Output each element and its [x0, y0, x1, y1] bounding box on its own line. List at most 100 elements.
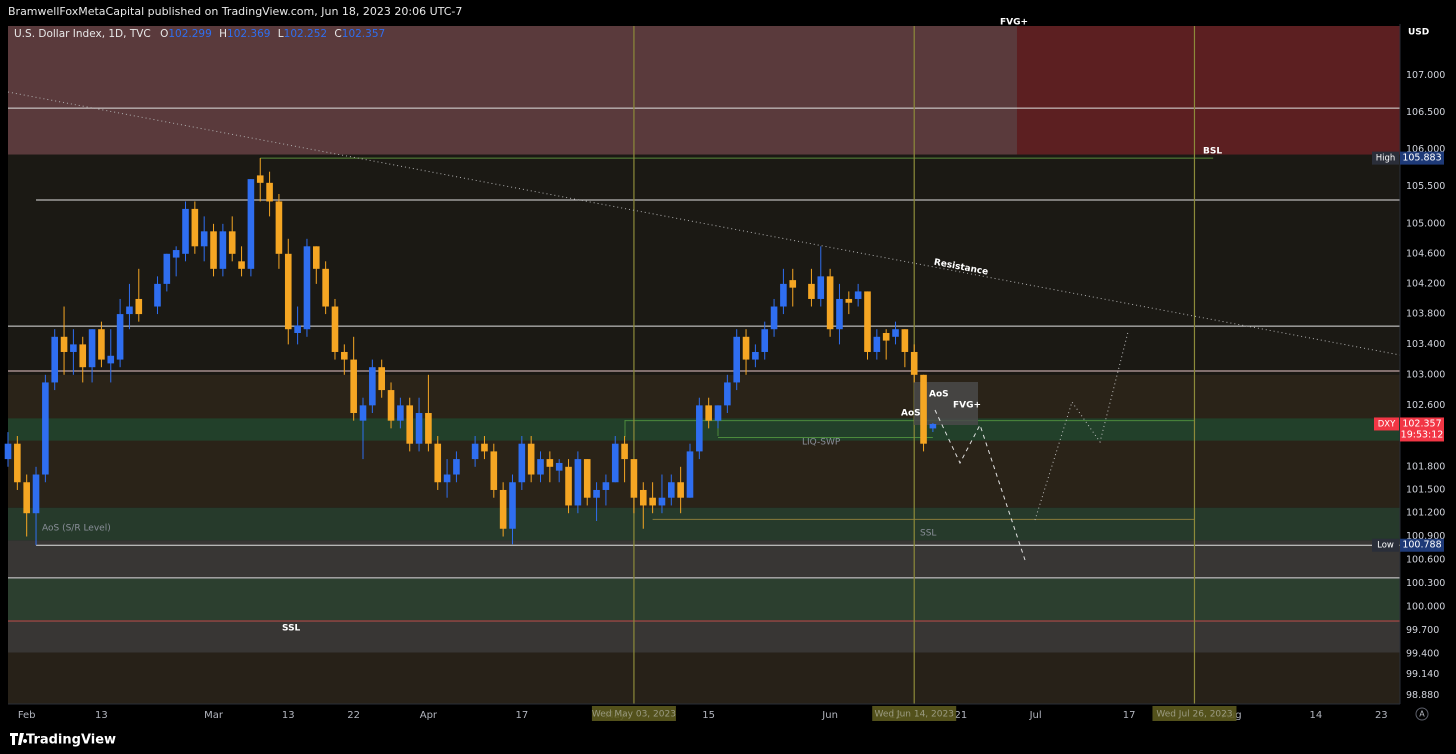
annotation: AoS [901, 409, 921, 419]
candle-body [228, 231, 236, 254]
candle-body [686, 451, 694, 498]
candle-body [182, 208, 189, 254]
candle-body [42, 382, 49, 475]
y-tick-label: 107.000 [1406, 70, 1445, 81]
x-tick-label: 17 [515, 710, 528, 721]
candle-body [284, 253, 292, 330]
candle-body [210, 231, 217, 269]
level-name: Low [1377, 541, 1394, 551]
ohlc-letter: C [334, 28, 341, 40]
candle-body [733, 336, 740, 383]
auto-scale-button[interactable] [1415, 707, 1429, 721]
zone [1016, 26, 1400, 155]
y-tick-label: 103.400 [1406, 339, 1445, 350]
zone [8, 374, 1400, 508]
candle-body [639, 489, 647, 506]
candle-body [116, 314, 124, 360]
candle-body [126, 306, 133, 315]
publisher-line: BramwellFoxMetaCapital published on Trad… [8, 5, 462, 18]
candle-body [611, 443, 619, 483]
annotation: AoS (S/R Level) [42, 524, 111, 534]
countdown: 19:53:12 [1401, 429, 1444, 440]
level-name-box [1372, 151, 1399, 165]
ohlc-letter: H [219, 28, 227, 40]
x-tick-label: Mar [204, 710, 224, 721]
candle-body [163, 253, 171, 284]
candle-body [910, 351, 918, 375]
symbol-title: U.S. Dollar Index, 1D, TVC [14, 28, 151, 40]
y-tick-label: 103.000 [1406, 369, 1445, 380]
candle-body [621, 443, 628, 460]
zone [8, 507, 1400, 541]
annotation: FVG+ [953, 401, 981, 411]
projection-path [1034, 331, 1129, 521]
annotation: SSL [920, 529, 936, 539]
candle-body [415, 413, 423, 444]
candle-body [135, 298, 143, 315]
zone [8, 578, 1400, 621]
auto-scale-icon[interactable]: A [1419, 710, 1425, 719]
y-tick-label: 101.200 [1406, 508, 1445, 519]
candle-body [378, 367, 385, 391]
candle-body [882, 333, 890, 341]
candle-body [901, 329, 909, 352]
candle-body [761, 329, 769, 352]
annotation: AoS [929, 390, 949, 400]
candle-body [32, 474, 40, 514]
candle-body [443, 474, 451, 483]
annotation: BSL [1203, 147, 1222, 157]
candle-body [808, 283, 815, 299]
x-tick-label: Jun [821, 710, 838, 721]
candle-body [770, 306, 778, 330]
x-tick-label: 13 [282, 710, 295, 721]
x-tick-label: Feb [18, 710, 36, 721]
x-tick-label: 23 [1375, 710, 1388, 721]
date-label: Wed May 03, 2023 [592, 710, 676, 720]
candle-body [649, 497, 656, 506]
candle-body [434, 443, 442, 483]
ohlc-value: 102.357 [342, 28, 385, 40]
candle-body [593, 489, 600, 498]
y-tick-label: 98.880 [1406, 690, 1439, 701]
candle-body [312, 246, 320, 269]
candle-body [70, 344, 77, 352]
brand-logo [10, 733, 28, 745]
projection-path [934, 409, 1026, 561]
candle-body [266, 182, 273, 202]
axes: 107.000 106.500 106.000 105.500 105.000 104.6… [18, 70, 1445, 721]
candle-body [341, 351, 348, 360]
candle-body [369, 367, 376, 406]
annotation: FVG+ [1000, 18, 1028, 28]
zones [8, 26, 1400, 704]
candle-body [219, 231, 227, 269]
axis-unit: USD [1408, 28, 1429, 38]
level-name-box [1372, 538, 1399, 552]
candle-body [518, 443, 526, 483]
x-tick-label: 17 [1123, 710, 1136, 721]
level-value: 100.788 [1402, 540, 1441, 551]
y-tick-label: 101.800 [1406, 461, 1445, 472]
level-value: 105.883 [1402, 153, 1441, 164]
candle-body [490, 451, 498, 490]
candle-body [359, 405, 367, 421]
candle-body [565, 466, 572, 506]
price-axis-background [1400, 24, 1456, 722]
x-tick-label: 22 [347, 710, 360, 721]
x-tick-label: 14 [1310, 710, 1323, 721]
candle-body [275, 201, 283, 254]
candle-body [752, 351, 759, 360]
candle-body [527, 443, 535, 475]
annotation: SSL [282, 624, 301, 634]
candle-body [630, 459, 638, 498]
candle-body [238, 261, 245, 269]
candle-body [724, 382, 731, 406]
candle-body [471, 443, 479, 460]
candle-body [98, 329, 105, 360]
candle-body [677, 482, 684, 498]
x-tick-label: 15 [702, 710, 715, 721]
candle-body [742, 336, 750, 360]
candle-body [705, 405, 712, 421]
resistance-line [7, 91, 1401, 356]
